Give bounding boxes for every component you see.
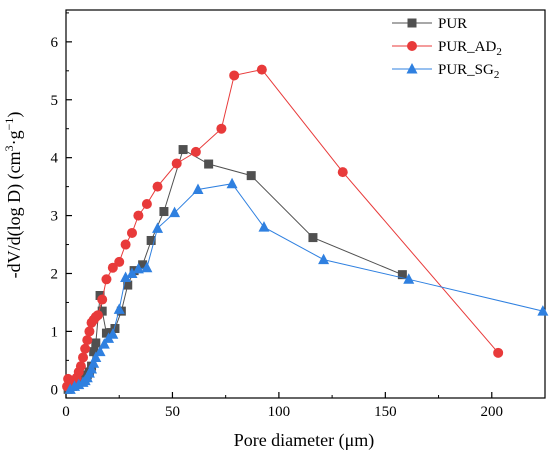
data-point <box>403 273 415 284</box>
legend-label: PUR_AD2 <box>438 39 502 58</box>
data-point <box>152 181 163 192</box>
data-point <box>216 123 227 134</box>
data-point <box>97 306 107 316</box>
data-point <box>120 239 131 250</box>
data-point <box>114 256 125 267</box>
data-point <box>80 343 91 354</box>
data-point <box>88 357 100 368</box>
data-point <box>101 274 112 285</box>
legend-marker <box>406 63 418 74</box>
data-point <box>129 266 139 276</box>
data-point <box>133 210 144 221</box>
y-tick-label: 0 <box>51 382 59 398</box>
series-pur-sg2 <box>64 177 549 394</box>
data-point <box>113 303 125 314</box>
plot-frame <box>65 9 546 399</box>
legend-marker <box>407 18 417 28</box>
data-point <box>141 199 152 209</box>
data-point <box>226 177 238 189</box>
legend-entry: PUR_SG2 <box>392 62 499 81</box>
data-point <box>132 262 144 274</box>
data-point <box>159 207 169 217</box>
data-point <box>107 262 118 273</box>
y-tick-label: 6 <box>51 35 59 51</box>
y-tick-label: 3 <box>51 209 59 225</box>
legend-label: PUR <box>438 16 467 32</box>
legend-label: PUR_SG2 <box>438 62 499 81</box>
data-point <box>308 233 318 243</box>
x-axis-title: Pore diameter (μm) <box>234 430 375 451</box>
data-point <box>97 294 108 305</box>
data-point <box>94 345 106 357</box>
legend-entry: PUR_AD2 <box>392 39 502 58</box>
axes: 0 50 100 150 200 0 1 2 3 4 5 6 <box>51 9 546 420</box>
data-point <box>141 261 153 273</box>
data-point <box>92 310 103 321</box>
data-point <box>204 159 214 169</box>
data-point <box>78 352 89 363</box>
data-point <box>146 235 156 245</box>
data-point <box>91 338 101 348</box>
x-tick-label: 50 <box>165 404 180 420</box>
data-point <box>493 347 504 358</box>
data-point <box>152 222 164 233</box>
data-point <box>171 158 182 169</box>
data-point <box>98 338 110 349</box>
data-point <box>246 171 256 181</box>
series-layer <box>62 64 549 394</box>
data-point <box>169 206 181 218</box>
legend: PUR PUR_AD2 PUR_SG2 <box>392 16 502 81</box>
data-point <box>190 146 201 157</box>
y-axis-title: -dV/d(log D) (cm3·g−1) <box>2 112 25 279</box>
data-point <box>258 221 270 232</box>
data-point <box>126 267 138 278</box>
data-point <box>318 253 330 265</box>
data-point <box>123 280 133 290</box>
data-point <box>107 328 119 339</box>
x-tick-label: 100 <box>268 404 291 420</box>
y-tick-label: 4 <box>51 151 59 167</box>
data-point <box>82 335 93 346</box>
data-point <box>229 70 240 81</box>
data-point <box>89 347 99 357</box>
data-point <box>126 227 137 238</box>
legend-marker <box>407 41 417 51</box>
data-point <box>397 270 407 280</box>
series-pur-ad2 <box>62 64 504 392</box>
data-point <box>178 145 188 155</box>
data-point <box>86 363 98 374</box>
data-point <box>256 64 267 75</box>
legend-entry: PUR <box>392 16 467 32</box>
data-point <box>84 326 95 337</box>
data-point <box>537 305 549 316</box>
x-tick-label: 0 <box>62 404 70 420</box>
data-point <box>120 271 132 283</box>
y-tick-label: 1 <box>51 324 59 340</box>
x-tick-label: 150 <box>374 404 397 420</box>
x-tick-label: 200 <box>481 404 504 420</box>
data-point <box>110 324 120 334</box>
y-tick-label: 2 <box>51 266 59 282</box>
data-point <box>337 167 348 178</box>
data-point <box>138 260 148 270</box>
data-point <box>192 183 204 195</box>
y-tick-label: 5 <box>51 93 59 109</box>
data-point <box>75 361 86 372</box>
data-point <box>90 351 102 362</box>
